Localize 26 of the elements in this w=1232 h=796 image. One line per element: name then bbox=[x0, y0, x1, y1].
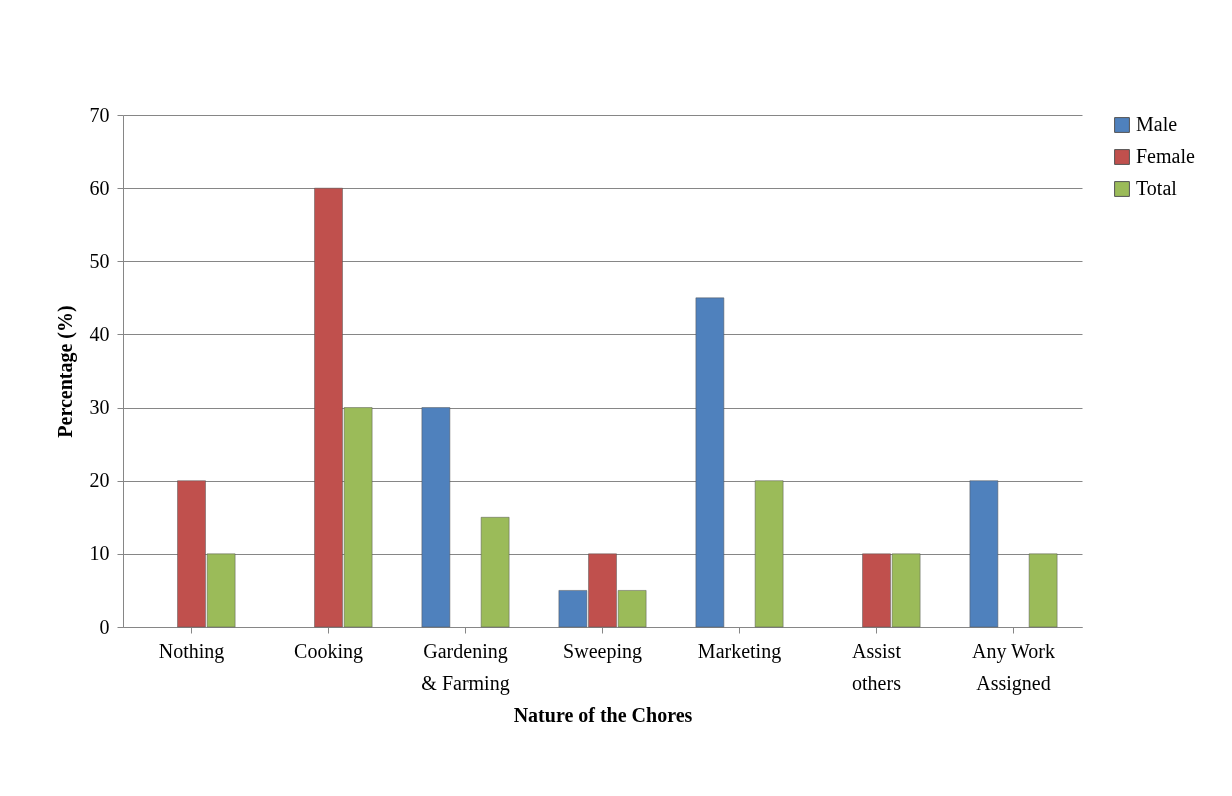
y-tick-label: 20 bbox=[89, 469, 110, 492]
y-tick-label: 50 bbox=[89, 249, 110, 272]
y-tick-label: 70 bbox=[89, 103, 110, 126]
y-tick-label: 10 bbox=[89, 542, 110, 565]
y-tick-label: 60 bbox=[89, 176, 110, 199]
x-tick-label: Cooking bbox=[294, 639, 363, 663]
legend-label: Total bbox=[1136, 177, 1178, 199]
legend-label: Male bbox=[1136, 113, 1178, 135]
x-tick-label: Assist others bbox=[852, 639, 902, 694]
x-axis-title: Nature of the Chores bbox=[513, 703, 693, 726]
bar bbox=[754, 480, 784, 628]
y-axis-title: Percentage (%) bbox=[53, 305, 77, 438]
x-tick-label: Gardening & Farming bbox=[421, 639, 510, 695]
bar bbox=[695, 297, 725, 628]
bar bbox=[480, 517, 510, 628]
y-tick-label: 30 bbox=[89, 396, 110, 419]
legend-label: Female bbox=[1136, 145, 1195, 167]
bar bbox=[421, 407, 451, 628]
x-tick-label: Marketing bbox=[697, 639, 782, 663]
bar bbox=[1028, 553, 1058, 628]
bar bbox=[969, 480, 999, 628]
x-tick-label: Any Work Assigned bbox=[971, 639, 1056, 695]
x-tick-label: Nothing bbox=[158, 639, 225, 663]
x-tick-label: Sweeping bbox=[563, 639, 642, 663]
y-tick-label: 40 bbox=[89, 322, 110, 345]
y-tick-label: 0 bbox=[99, 615, 110, 638]
